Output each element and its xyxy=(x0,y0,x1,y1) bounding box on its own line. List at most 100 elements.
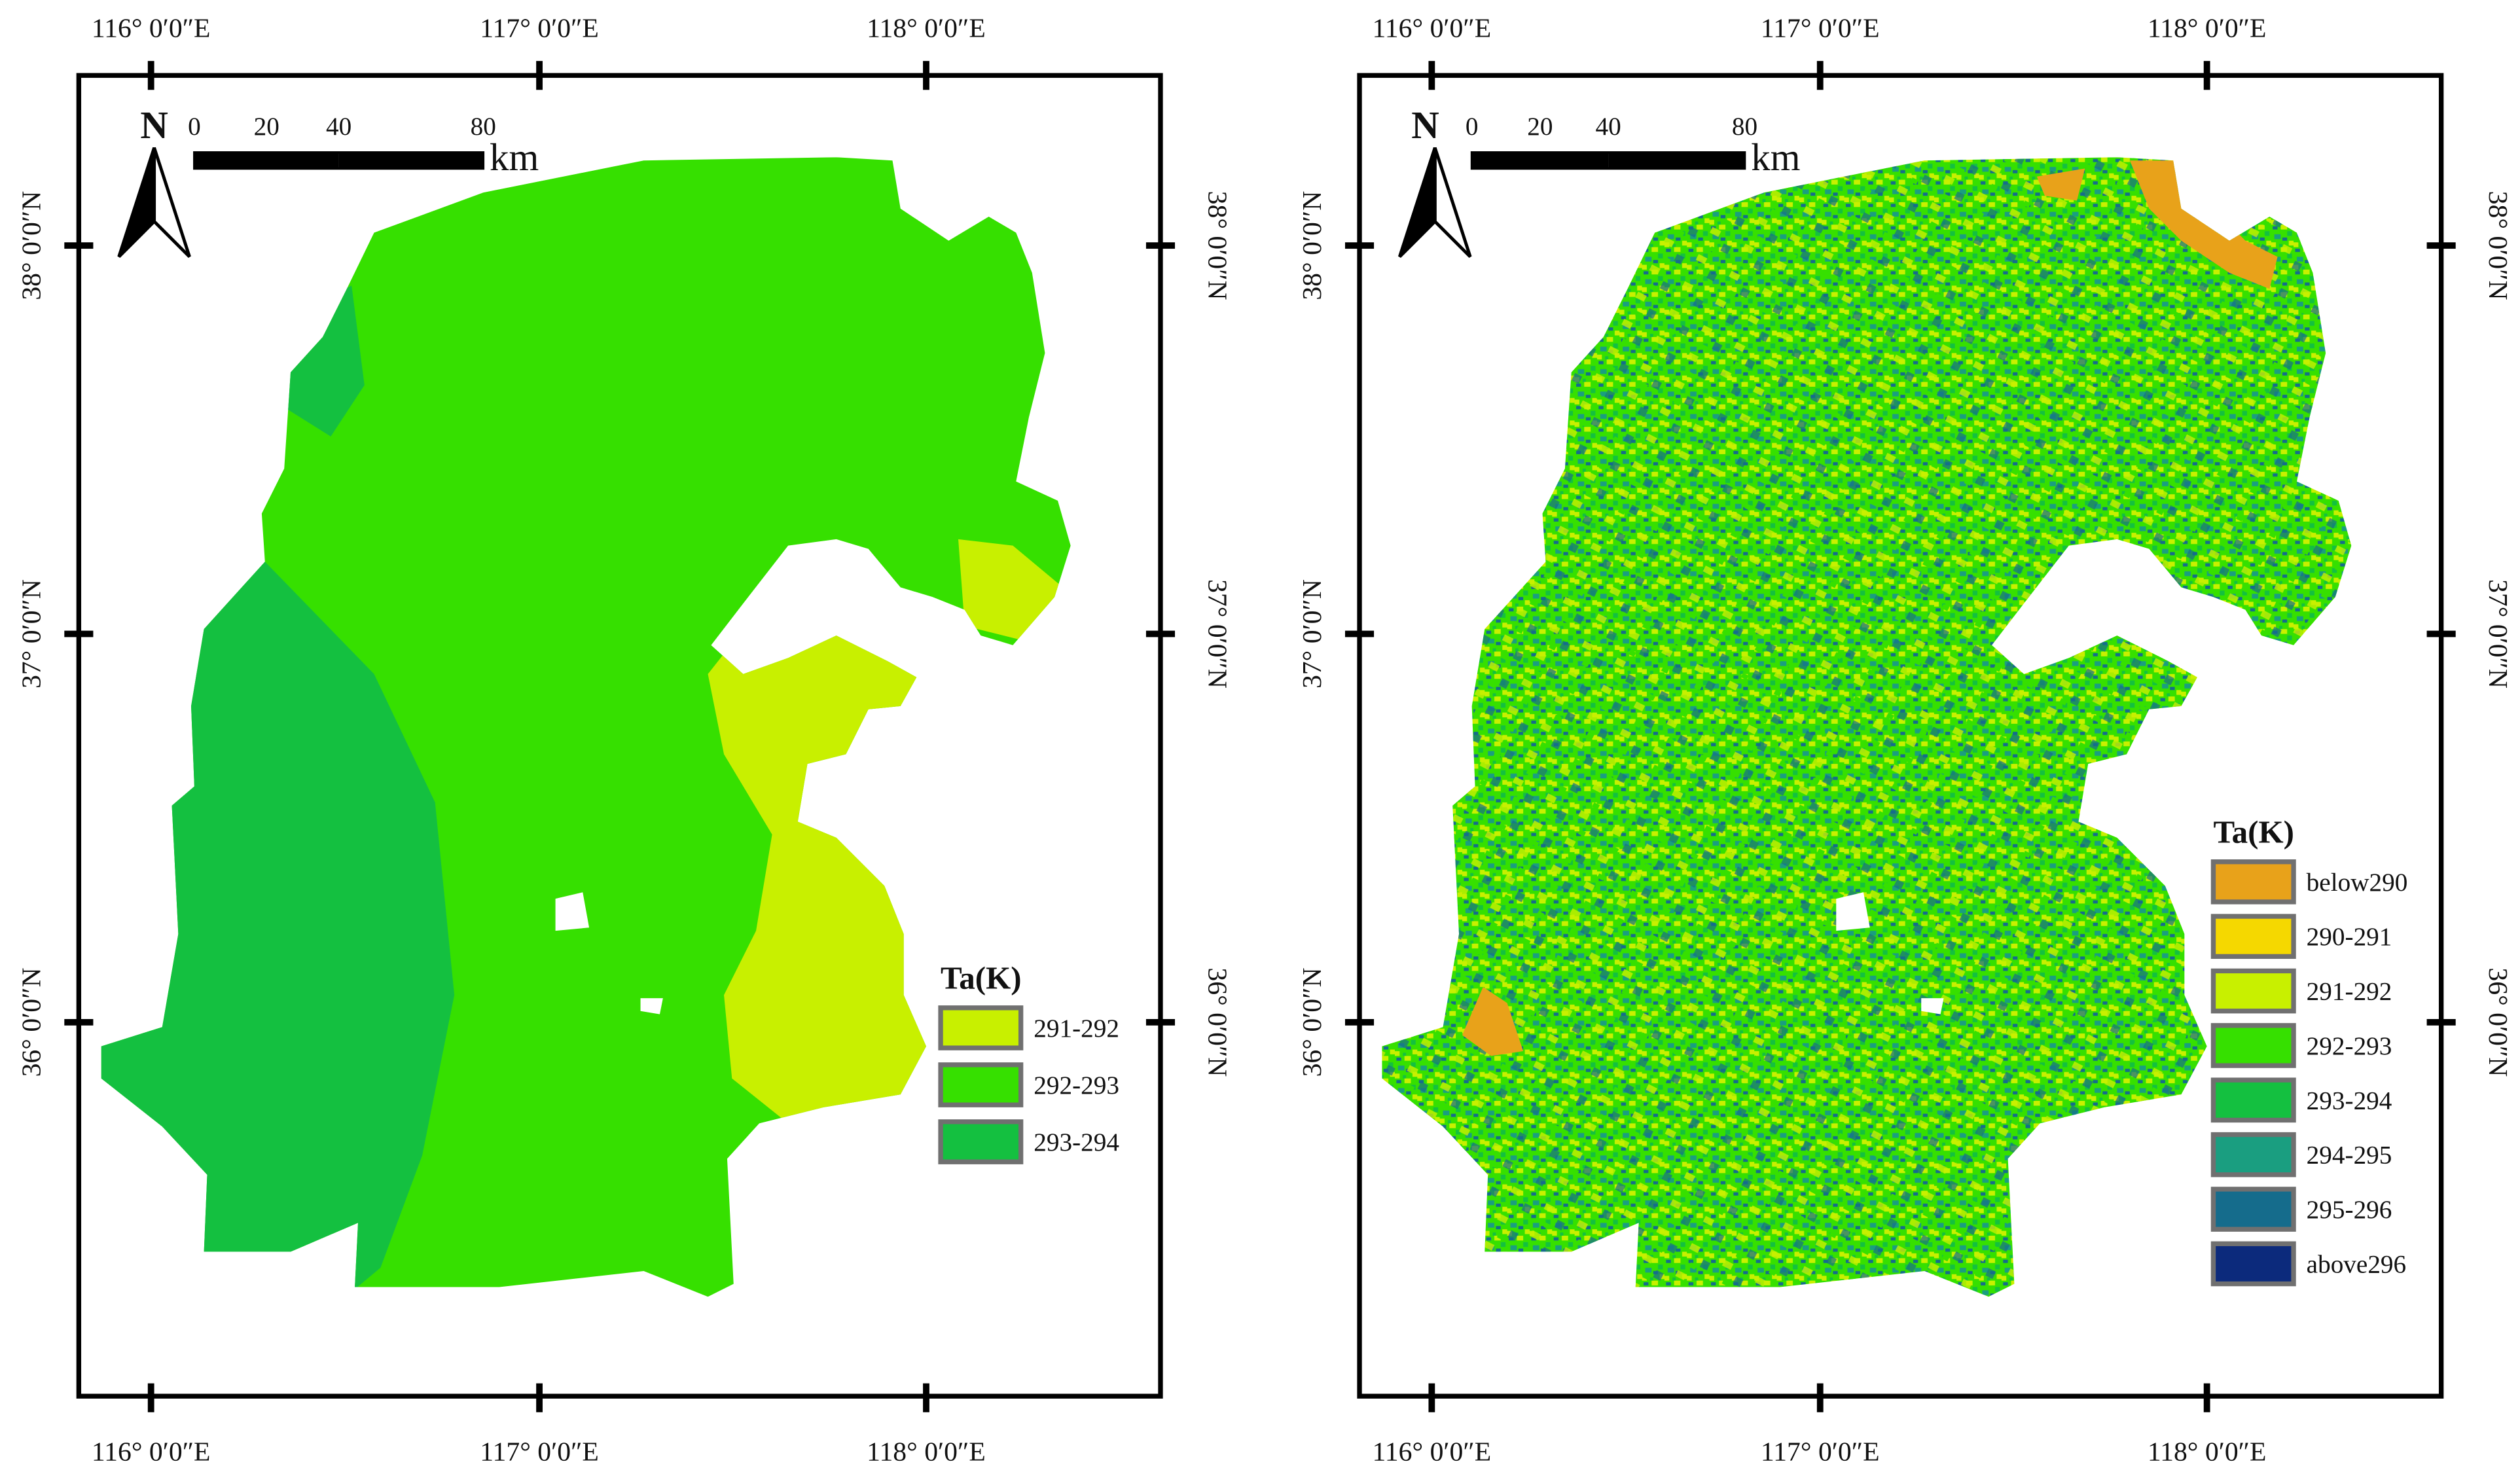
lon-tick xyxy=(147,61,154,90)
north-arrow xyxy=(117,147,156,259)
legend-swatch xyxy=(2210,968,2296,1014)
legend-swatch xyxy=(2210,859,2296,905)
lat-tick xyxy=(1145,1018,1176,1026)
map-panel: 116° 0′0″E 116° 0′0″E 117° 0′0″E 117° 0′0″E… xyxy=(1297,13,2513,1467)
lon-label: 117° 0′0″E xyxy=(1761,13,1880,43)
legend-label: below290 xyxy=(2307,869,2408,897)
lon-tick xyxy=(1816,1383,1824,1412)
cold-patch xyxy=(1462,986,1524,1056)
scale-bar-segment xyxy=(338,152,484,169)
lat-label: 37° 0′0″N xyxy=(1202,579,1233,689)
legend-label: 292-293 xyxy=(1034,1071,1119,1100)
lon-tick xyxy=(923,1383,929,1412)
lon-tick xyxy=(536,1383,543,1412)
scale-bar-label: 80 xyxy=(1732,113,1757,141)
map-panel: 116° 0′0″E 116° 0′0″E 117° 0′0″E 117° 0′0″E… xyxy=(17,13,1233,1467)
north-arrow xyxy=(1397,147,1437,259)
lon-label: 117° 0′0″E xyxy=(480,1437,599,1467)
lat-label: 37° 0′0″N xyxy=(1297,579,1327,689)
lat-label: 37° 0′0″N xyxy=(2483,579,2513,689)
lat-tick xyxy=(64,242,94,249)
scale-bar-label: 20 xyxy=(1527,113,1553,141)
legend-swatch xyxy=(2210,914,2296,959)
north-label: N xyxy=(140,104,168,147)
legend-label: 291-292 xyxy=(1034,1014,1119,1043)
scale-bar-segment xyxy=(1471,152,1609,169)
lon-label: 116° 0′0″E xyxy=(1373,1437,1492,1467)
lat-label: 38° 0′0″N xyxy=(2483,191,2513,300)
scale-bar-segment xyxy=(194,152,339,169)
lon-label: 118° 0′0″E xyxy=(867,1437,986,1467)
scale-bar-label: 40 xyxy=(326,113,351,141)
lon-label: 116° 0′0″E xyxy=(92,13,211,43)
lat-label: 38° 0′0″N xyxy=(1297,191,1327,300)
legend-label: 290-291 xyxy=(2307,923,2392,951)
lon-label: 117° 0′0″E xyxy=(480,13,599,43)
scale-bar-label: 20 xyxy=(254,113,279,141)
lon-label: 117° 0′0″E xyxy=(1761,1437,1880,1467)
lat-tick xyxy=(1344,1018,1375,1026)
lon-label: 118° 0′0″E xyxy=(2148,13,2267,43)
legend-label: 291-292 xyxy=(2307,978,2392,1006)
lon-tick xyxy=(2203,61,2210,90)
legend-swatch xyxy=(938,1062,1024,1107)
zone-291-292 xyxy=(958,539,1061,642)
lon-tick xyxy=(536,61,543,90)
legend-swatch xyxy=(938,1119,1024,1164)
lon-tick xyxy=(1816,61,1824,90)
lat-tick xyxy=(1344,630,1375,637)
legend-label: 293-294 xyxy=(1034,1128,1119,1156)
legend-swatch xyxy=(2210,1132,2296,1177)
lat-label: 38° 0′0″N xyxy=(17,191,47,300)
legend-swatch xyxy=(2210,1187,2296,1232)
scale-bar-unit: km xyxy=(1751,136,1800,179)
lat-tick xyxy=(2426,242,2456,249)
lon-tick xyxy=(1428,1383,1435,1412)
lon-label: 118° 0′0″E xyxy=(2148,1437,2267,1467)
cold-patch xyxy=(2036,168,2085,201)
lat-tick xyxy=(1145,242,1176,249)
north-label: N xyxy=(1411,104,1439,147)
lon-label: 118° 0′0″E xyxy=(867,13,986,43)
lat-tick xyxy=(2426,630,2456,637)
scale-bar-label: 0 xyxy=(1466,113,1479,141)
lat-label: 38° 0′0″N xyxy=(1202,191,1233,300)
lat-label: 36° 0′0″N xyxy=(1297,967,1327,1077)
legend-swatch xyxy=(2210,1077,2296,1123)
lat-label: 36° 0′0″N xyxy=(2483,967,2513,1077)
lake-hole xyxy=(1836,892,1944,1014)
lat-label: 37° 0′0″N xyxy=(17,579,47,689)
lake-hole xyxy=(555,892,663,1014)
lat-label: 36° 0′0″N xyxy=(1202,967,1233,1077)
lon-tick xyxy=(1428,61,1435,90)
legend-title: Ta(K) xyxy=(941,959,1021,995)
lat-label: 36° 0′0″N xyxy=(17,967,47,1077)
scale-bar-label: 80 xyxy=(471,113,496,141)
legend-label: 293-294 xyxy=(2307,1086,2392,1115)
legend-label: 295-296 xyxy=(2307,1196,2392,1224)
legend-swatch xyxy=(2210,1023,2296,1068)
lat-tick xyxy=(2426,1018,2456,1026)
lat-tick xyxy=(1344,242,1375,249)
cold-patch xyxy=(2129,160,2278,289)
legend-label: above296 xyxy=(2307,1250,2406,1278)
scale-bar-label: 0 xyxy=(188,113,201,141)
legend-label: 294-295 xyxy=(2307,1141,2392,1170)
legend-swatch xyxy=(938,1005,1024,1050)
legend-swatch xyxy=(2210,1241,2296,1287)
lon-label: 116° 0′0″E xyxy=(92,1437,211,1467)
lat-tick xyxy=(64,630,94,637)
legend-label: 292-293 xyxy=(2307,1032,2392,1060)
scale-bar-unit: km xyxy=(490,136,539,179)
lat-tick xyxy=(1145,630,1176,637)
lon-tick xyxy=(147,1383,154,1412)
legend-title: Ta(K) xyxy=(2213,814,2294,850)
lat-tick xyxy=(64,1018,94,1026)
scale-bar-segment xyxy=(1608,152,1745,169)
lon-tick xyxy=(923,61,929,90)
lon-tick xyxy=(2203,1383,2210,1412)
lon-label: 116° 0′0″E xyxy=(1373,13,1492,43)
scale-bar-label: 40 xyxy=(1595,113,1621,141)
